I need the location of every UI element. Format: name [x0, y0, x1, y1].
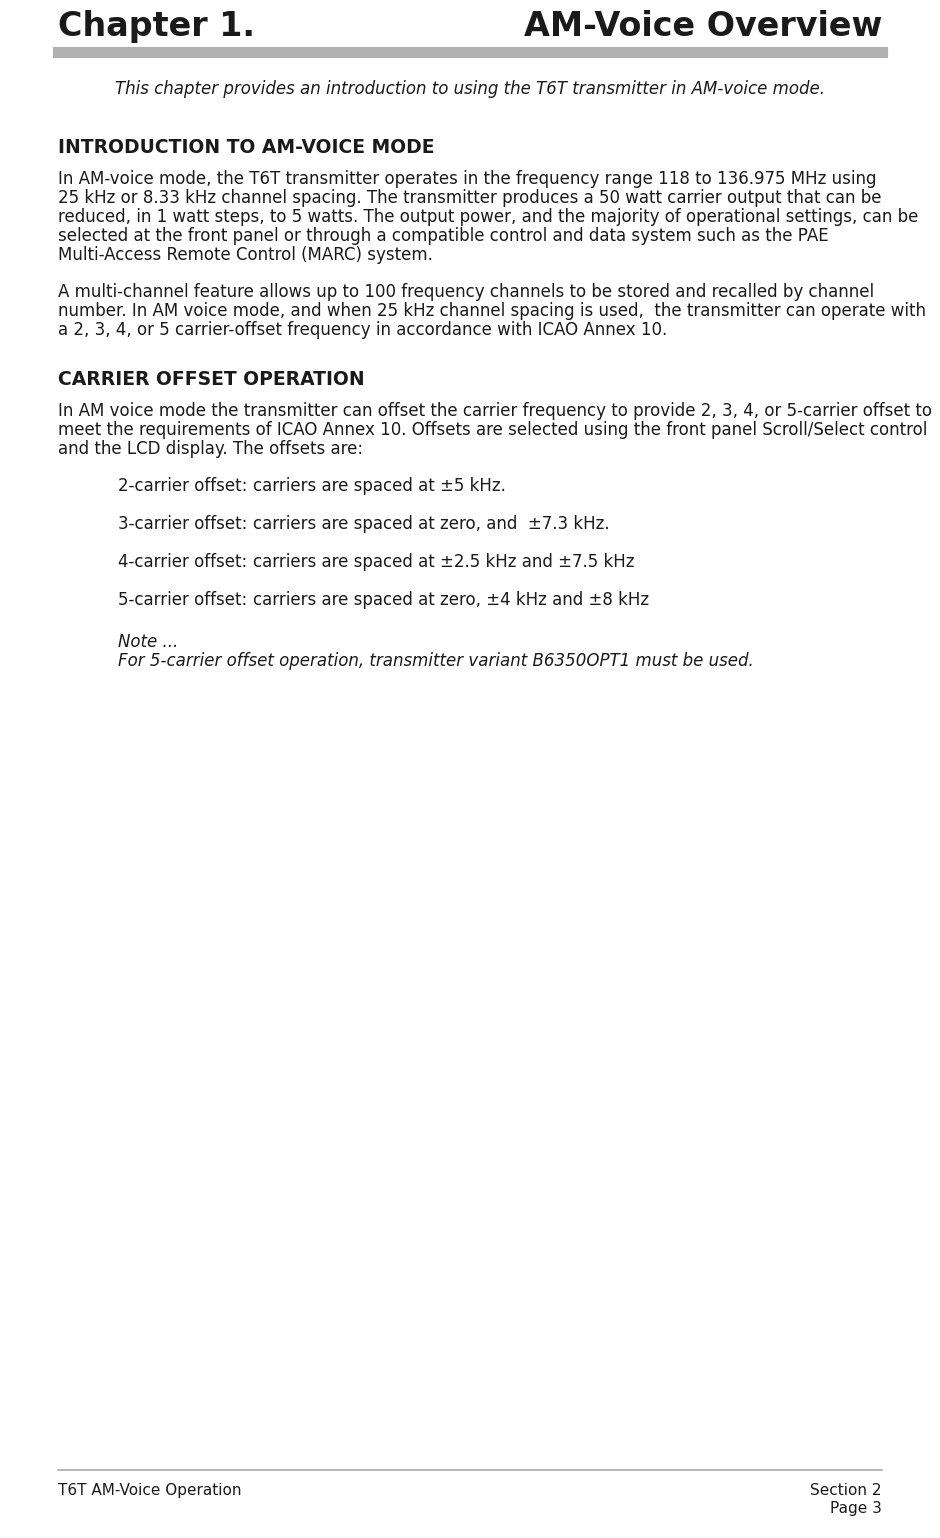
Text: selected at the front panel or through a compatible control and data system such: selected at the front panel or through a… — [58, 228, 829, 245]
Text: Chapter 1.: Chapter 1. — [58, 11, 255, 43]
Text: In AM voice mode the transmitter can offset the carrier frequency to provide 2, : In AM voice mode the transmitter can off… — [58, 401, 932, 420]
Text: 5-carrier offset:: 5-carrier offset: — [118, 591, 247, 609]
Text: 4-carrier offset:: 4-carrier offset: — [118, 554, 247, 571]
Text: 25 kHz or 8.33 kHz channel spacing. The transmitter produces a 50 watt carrier o: 25 kHz or 8.33 kHz channel spacing. The … — [58, 189, 882, 208]
Text: This chapter provides an introduction to using the T6T transmitter in AM-voice m: This chapter provides an introduction to… — [115, 80, 825, 98]
Text: 2-carrier offset:: 2-carrier offset: — [118, 477, 247, 495]
Text: carriers are spaced at zero, and  ±7.3 kHz.: carriers are spaced at zero, and ±7.3 kH… — [253, 515, 610, 534]
Text: T6T AM-Voice Operation: T6T AM-Voice Operation — [58, 1483, 242, 1498]
Text: number. In AM voice mode, and when 25 kHz channel spacing is used,  the transmit: number. In AM voice mode, and when 25 kH… — [58, 301, 926, 320]
Text: carriers are spaced at ±5 kHz.: carriers are spaced at ±5 kHz. — [253, 477, 506, 495]
Text: INTRODUCTION TO AM-VOICE MODE: INTRODUCTION TO AM-VOICE MODE — [58, 138, 434, 157]
Text: Page 3: Page 3 — [830, 1501, 882, 1516]
Text: and the LCD display. The offsets are:: and the LCD display. The offsets are: — [58, 440, 363, 458]
Text: In AM-voice mode, the T6T transmitter operates in the frequency range 118 to 136: In AM-voice mode, the T6T transmitter op… — [58, 171, 876, 188]
Text: meet the requirements of ICAO Annex 10. Offsets are selected using the front pan: meet the requirements of ICAO Annex 10. … — [58, 421, 928, 438]
Text: AM-Voice Overview: AM-Voice Overview — [524, 11, 882, 43]
Text: carriers are spaced at ±2.5 kHz and ±7.5 kHz: carriers are spaced at ±2.5 kHz and ±7.5… — [253, 554, 634, 571]
Text: CARRIER OFFSET OPERATION: CARRIER OFFSET OPERATION — [58, 371, 365, 389]
Text: A multi-channel feature allows up to 100 frequency channels to be stored and rec: A multi-channel feature allows up to 100… — [58, 283, 874, 301]
Text: For 5-carrier offset operation, transmitter variant B6350OPT1 must be used.: For 5-carrier offset operation, transmit… — [118, 652, 754, 671]
Text: Multi-Access Remote Control (MARC) system.: Multi-Access Remote Control (MARC) syste… — [58, 246, 433, 265]
Text: Section 2: Section 2 — [810, 1483, 882, 1498]
Text: Note ...: Note ... — [118, 634, 179, 651]
Text: a 2, 3, 4, or 5 carrier-offset frequency in accordance with ICAO Annex 10.: a 2, 3, 4, or 5 carrier-offset frequency… — [58, 321, 667, 338]
Text: reduced, in 1 watt steps, to 5 watts. The output power, and the majority of oper: reduced, in 1 watt steps, to 5 watts. Th… — [58, 208, 918, 226]
Text: 3-carrier offset:: 3-carrier offset: — [118, 515, 247, 534]
Text: carriers are spaced at zero, ±4 kHz and ±8 kHz: carriers are spaced at zero, ±4 kHz and … — [253, 591, 650, 609]
